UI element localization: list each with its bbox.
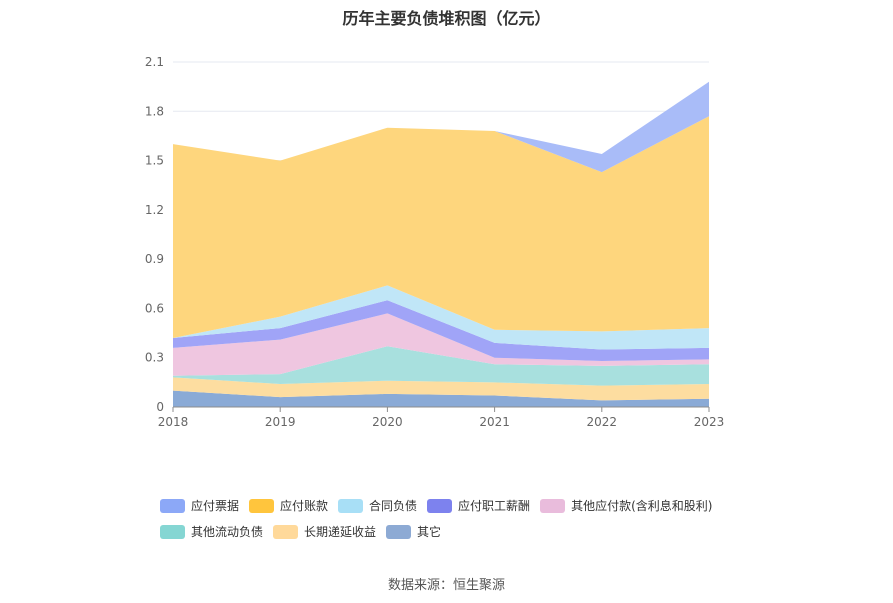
area-5 <box>173 300 709 361</box>
legend-item[interactable]: 其他流动负债 <box>160 523 263 540</box>
legend-item[interactable]: 应付账款 <box>249 497 328 514</box>
y-tick-label: 1.8 <box>145 104 164 118</box>
legend-item[interactable]: 其他应付款(含利息和股利) <box>540 497 712 514</box>
x-tick-label: 2021 <box>479 415 510 429</box>
legend-label: 其它 <box>417 525 442 539</box>
y-tick-label: 1.5 <box>145 154 164 168</box>
legend-swatch <box>427 498 453 513</box>
legend-label: 长期递延收益 <box>304 525 377 539</box>
legend-swatch <box>160 498 185 513</box>
area-8 <box>173 81 709 173</box>
y-tick-label: 0 <box>156 400 164 414</box>
legend-label: 应付账款 <box>280 499 329 513</box>
axes: 0 0.3 0.6 0.9 1.2 1.5 1.8 2.1 2018 2019 2020 2021 20… <box>145 55 724 429</box>
legend-swatch <box>540 498 566 513</box>
area-4 <box>173 313 709 376</box>
x-tick-label: 2018 <box>158 415 189 429</box>
area-7 <box>173 116 709 338</box>
legend-swatch <box>160 524 185 539</box>
legend-item[interactable]: 其它 <box>386 523 441 540</box>
legend-item[interactable]: 应付票据 <box>160 497 239 514</box>
legend-swatch <box>273 524 299 539</box>
x-tick-label: 2019 <box>265 415 296 429</box>
legend-row-2: 其他流动负债 长期递延收益 其它 <box>160 523 800 540</box>
chart-title: 历年主要负债堆积图（亿元） <box>342 9 551 28</box>
legend-swatch <box>338 498 364 513</box>
area-3 <box>173 346 709 386</box>
legend-item[interactable]: 合同负债 <box>338 497 417 514</box>
legend-label: 应付票据 <box>191 499 240 513</box>
legend-item[interactable]: 长期递延收益 <box>273 523 376 540</box>
area-series <box>173 81 709 407</box>
y-tick-label: 0.6 <box>145 301 164 315</box>
area-1 <box>173 390 709 407</box>
legend-label: 应付职工薪酬 <box>458 499 531 513</box>
legend-row-1: 应付票据 应付账款 合同负债 应付职工薪酬 其他应付款(含利息和股利) <box>160 497 800 514</box>
x-tick-label: 2022 <box>587 415 618 429</box>
legend-swatch <box>249 498 275 513</box>
x-tick-label: 2020 <box>372 415 403 429</box>
y-tick-label: 1.2 <box>145 203 164 217</box>
legend-swatch <box>386 524 412 539</box>
area-2 <box>173 377 709 401</box>
legend-label: 其他应付款(含利息和股利) <box>571 499 713 513</box>
legend-label: 其他流动负债 <box>191 525 264 539</box>
x-tick-label: 2023 <box>694 415 725 429</box>
data-source: 数据来源：恒生聚源 <box>387 578 505 593</box>
legend-item[interactable]: 应付职工薪酬 <box>427 497 530 514</box>
area-6 <box>173 285 709 350</box>
y-tick-label: 0.3 <box>145 351 164 365</box>
legend-label: 合同负债 <box>369 499 418 513</box>
y-tick-label: 2.1 <box>145 55 164 69</box>
y-tick-label: 0.9 <box>145 252 164 266</box>
